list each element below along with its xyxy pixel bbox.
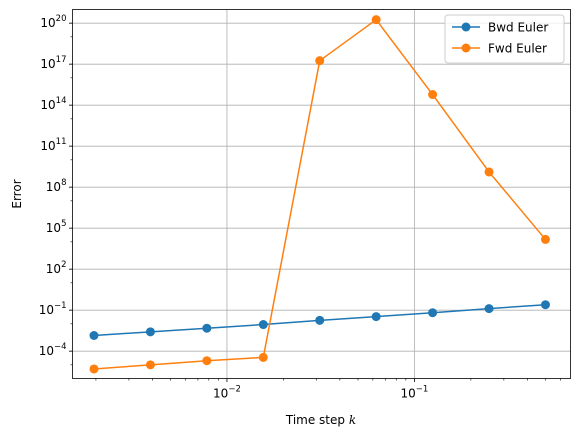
data-point-bwd-euler xyxy=(371,312,381,322)
legend-entry-fwd-euler: Fwd Euler xyxy=(452,42,547,56)
legend-entry-bwd-euler: Bwd Euler xyxy=(452,21,548,35)
data-point-fwd-euler xyxy=(258,352,268,362)
x-axis-label-text: Time step xyxy=(285,413,345,427)
y-tick-label: 1017 xyxy=(40,55,66,71)
data-point-bwd-euler xyxy=(89,331,99,341)
y-tick-label: 105 xyxy=(46,219,67,235)
y-tick-label-base: 10 xyxy=(46,180,61,194)
x-tick-label: 10−2 xyxy=(213,385,241,401)
y-axis-label: Error xyxy=(10,179,24,208)
axes-frame xyxy=(72,9,571,379)
x-axis-label: Time step k xyxy=(285,413,356,427)
y-tick-label-exponent: 20 xyxy=(56,14,67,24)
y-tick-label-exponent: 5 xyxy=(61,219,66,229)
x-tick-label-exponent: −1 xyxy=(416,385,429,395)
series-fwd-euler xyxy=(89,15,550,374)
legend: Bwd Euler Fwd Euler xyxy=(444,14,565,64)
data-point-fwd-euler xyxy=(145,360,155,370)
y-tick-label-exponent: 11 xyxy=(56,137,67,147)
data-point-fwd-euler xyxy=(371,15,381,25)
series-layer xyxy=(89,15,550,374)
y-tick-label-base: 10 xyxy=(40,98,55,112)
data-point-bwd-euler xyxy=(145,327,155,337)
data-point-bwd-euler xyxy=(428,308,438,318)
y-tick-label-base: 10 xyxy=(39,303,54,317)
y-tick-label-base: 10 xyxy=(40,57,55,71)
data-point-fwd-euler xyxy=(89,364,99,374)
data-point-fwd-euler xyxy=(315,56,325,66)
y-tick-label-base: 10 xyxy=(46,262,61,276)
y-tick-label-exponent: −4 xyxy=(54,342,67,352)
data-point-bwd-euler xyxy=(540,300,550,310)
y-tick-label: 10−4 xyxy=(39,342,67,358)
y-tick-label: 1011 xyxy=(40,137,66,153)
y-tick-label-base: 10 xyxy=(40,139,55,153)
x-tick-label-base: 10 xyxy=(213,387,228,401)
data-point-fwd-euler xyxy=(202,356,212,366)
legend-marker-fwd-euler xyxy=(461,43,471,53)
y-tick-label: 102 xyxy=(46,260,67,276)
y-tick-label: 1014 xyxy=(40,96,66,112)
x-tick-label-exponent: −2 xyxy=(228,385,241,395)
y-tick-label-exponent: 17 xyxy=(56,55,67,65)
data-point-bwd-euler xyxy=(315,315,325,325)
y-tick-label: 108 xyxy=(46,178,67,194)
data-point-fwd-euler xyxy=(540,234,550,244)
data-point-bwd-euler xyxy=(202,323,212,333)
data-point-fwd-euler xyxy=(428,90,438,100)
grid-lines xyxy=(72,9,571,379)
legend-label-fwd-euler: Fwd Euler xyxy=(488,42,547,56)
data-point-bwd-euler xyxy=(484,304,494,314)
y-tick-label-base: 10 xyxy=(40,16,55,30)
x-tick-label: 10−1 xyxy=(401,385,429,401)
series-bwd-euler xyxy=(89,300,550,341)
tick-labels: 10−2 10−110−410−1102105108101110141017102… xyxy=(39,14,429,400)
y-tick-label-exponent: 2 xyxy=(61,260,66,270)
data-point-bwd-euler xyxy=(258,320,268,330)
y-tick-label: 10−1 xyxy=(39,301,67,317)
y-tick-label-exponent: 8 xyxy=(61,178,66,188)
y-tick-label-exponent: −1 xyxy=(54,301,67,311)
x-axis-label-variable: k xyxy=(349,413,356,427)
tick-marks xyxy=(69,22,561,382)
legend-marker-bwd-euler xyxy=(461,22,471,32)
y-tick-label-base: 10 xyxy=(46,221,61,235)
y-tick-label: 1020 xyxy=(40,14,66,30)
y-tick-label-exponent: 14 xyxy=(56,96,67,106)
y-tick-label-base: 10 xyxy=(39,344,54,358)
legend-label-bwd-euler: Bwd Euler xyxy=(488,21,548,35)
data-point-fwd-euler xyxy=(484,167,494,177)
x-tick-label-base: 10 xyxy=(401,387,416,401)
